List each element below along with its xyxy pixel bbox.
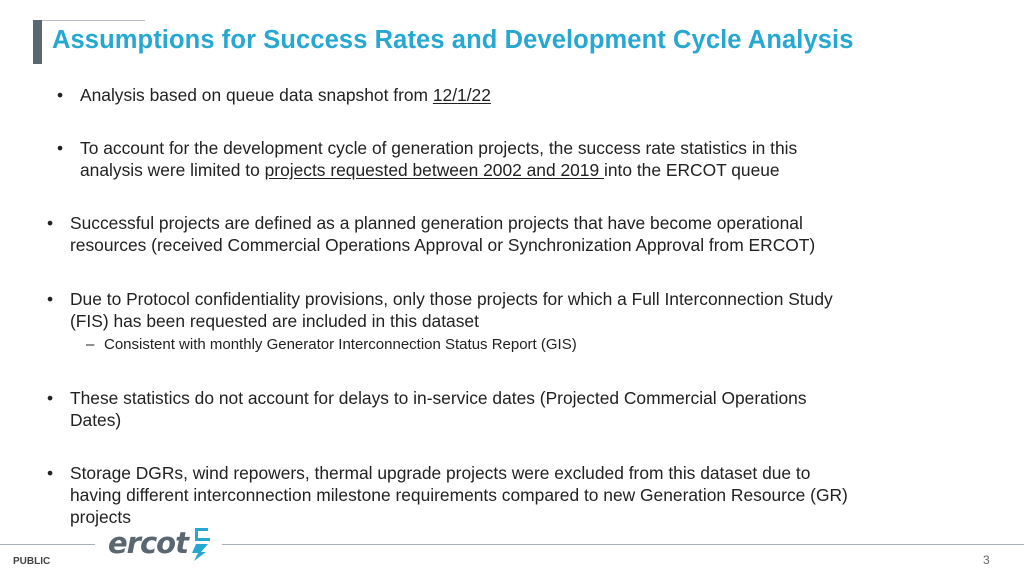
footer-rule-left xyxy=(0,544,95,545)
classification-label: PUBLIC xyxy=(13,556,51,567)
page-number: 3 xyxy=(983,553,990,567)
sub-bullet-gis: – Consistent with monthly Generator Inte… xyxy=(86,336,577,353)
bullet-5: • These statistics do not account for de… xyxy=(47,388,807,430)
logo-wordmark: ercot xyxy=(108,526,189,560)
bullet-3: • Successful projects are defined as a p… xyxy=(47,213,816,255)
snapshot-date-link[interactable]: 12/1/22 xyxy=(432,85,491,105)
dash-marker: – xyxy=(86,336,95,353)
ercot-logo: ercot xyxy=(108,524,216,564)
bullet-marker: • xyxy=(47,463,54,483)
lightning-icon xyxy=(192,528,210,561)
bullet-marker: • xyxy=(57,138,64,158)
bullet-6: • Storage DGRs, wind repowers, thermal u… xyxy=(47,463,848,527)
date-range-link[interactable]: projects requested between 2002 and 2019 xyxy=(264,160,604,180)
bullet-marker: • xyxy=(47,213,54,233)
bullet-marker: • xyxy=(47,388,54,408)
title-accent-bar xyxy=(33,20,42,64)
bullet-marker: • xyxy=(47,289,54,309)
bullet-2: • To account for the development cycle o… xyxy=(57,138,798,180)
slide-title: Assumptions for Success Rates and Develo… xyxy=(52,26,854,54)
bullet-marker: • xyxy=(57,85,64,105)
title-rule xyxy=(42,20,145,21)
bullet-1: • Analysis based on queue data snapshot … xyxy=(57,85,491,105)
bullet-4: • Due to Protocol confidentiality provis… xyxy=(47,289,833,331)
footer-rule-right xyxy=(222,544,1024,545)
